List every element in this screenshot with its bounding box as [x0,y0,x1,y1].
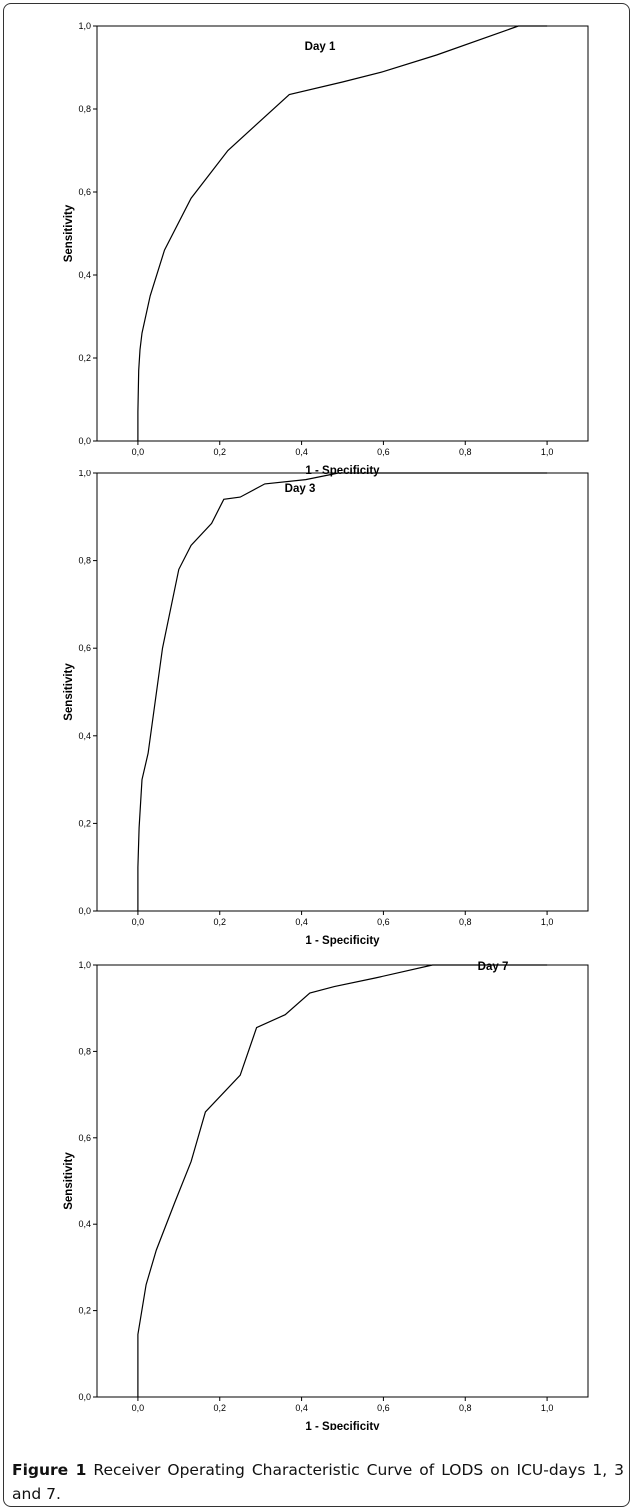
plot-area-frame [96,25,589,442]
y-tick-label: 0,4 [78,1219,91,1229]
y-tick-label: 0,4 [78,731,91,741]
x-tick-label: 0,8 [459,1403,472,1413]
x-tick-label: 1,0 [541,1403,554,1413]
roc-chart-day-7: 0,0 0,2 0,4 0,6 0,8 1,0 0,0 0,2 0,4 0,6 0,8 1,0 1 - … [63,960,589,1430]
y-tick-label: 0,8 [78,104,91,114]
roc-curve-line [137,25,548,441]
figure-label: Figure 1 [12,1461,87,1479]
roc-curve-line [137,472,548,911]
y-tick-label: 0,6 [78,187,91,197]
y-tick-label: 0,0 [78,436,91,446]
x-tick-label: 1,0 [541,447,554,457]
x-tick-label: 0,2 [213,1403,226,1413]
x-tick-label: 0,6 [377,917,390,927]
x-tick-label: 0,0 [132,1403,145,1413]
y-axis-label: Sensitivity [63,663,75,721]
chart-title: Day 3 [285,483,316,495]
roc-chart-day-1: 0,0 0,2 0,4 0,6 0,8 1,0 0,0 0,2 0,4 0,6 0,8 1,0 1 - … [63,21,589,477]
x-tick-label: 0,8 [459,447,472,457]
y-tick-label: 0,2 [78,818,91,828]
caption-text: Receiver Operating Characteristic Curve … [12,1461,624,1503]
x-tick-label: 0,0 [132,447,145,457]
x-axis-label: 1 - Specificity [305,1421,380,1430]
y-tick-label: 1,0 [78,21,91,31]
x-axis-label: 1 - Specificity [305,935,380,947]
y-tick-label: 1,0 [78,470,91,478]
x-tick-label: 0,6 [377,447,390,457]
x-tick-label: 0,4 [295,1403,308,1413]
y-tick-label: 0,2 [78,1306,91,1316]
x-axis-label: 1 - Specificity [305,465,380,477]
x-tick-label: 0,2 [213,917,226,927]
x-tick-label: 0,4 [295,447,308,457]
chart-title: Day 7 [478,961,509,973]
y-tick-label: 0,6 [78,1133,91,1143]
y-tick-label: 0,0 [78,906,91,916]
y-tick-label: 1,0 [78,960,91,970]
y-axis-label: Sensitivity [63,1152,75,1210]
x-tick-label: 0,8 [459,917,472,927]
x-tick-label: 1,0 [541,917,554,927]
x-tick-label: 0,4 [295,917,308,927]
y-axis-label: Sensitivity [63,204,75,262]
roc-curve-line [137,964,548,1397]
figure-caption: Figure 1 Receiver Operating Characterist… [12,1458,624,1506]
y-tick-label: 0,8 [78,1046,91,1056]
plot-area-frame [96,964,589,1398]
plot-area-frame [96,472,589,912]
roc-chart-day-3: 0,0 0,2 0,4 0,6 0,8 1,0 0,0 0,2 0,4 0,6 0,8 1,0 1 - … [63,470,589,947]
y-tick-label: 0,4 [78,270,91,280]
y-tick-label: 0,8 [78,556,91,566]
y-tick-label: 0,2 [78,353,91,363]
y-tick-label: 0,6 [78,643,91,653]
x-tick-label: 0,0 [132,917,145,927]
figure-frame [3,3,630,1507]
chart-title: Day 1 [305,41,336,53]
y-tick-label: 0,0 [78,1392,91,1402]
caption-period: . [55,1485,61,1503]
x-tick-label: 0,2 [213,447,226,457]
x-tick-label: 0,6 [377,1403,390,1413]
